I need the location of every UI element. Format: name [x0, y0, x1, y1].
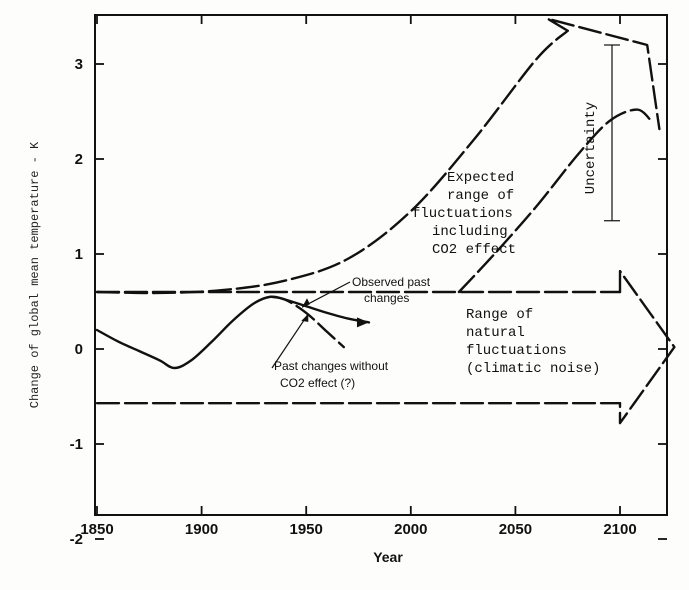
uncertainty-label: Uncertainty: [583, 102, 599, 194]
y-tick-label-1: 1: [75, 246, 83, 263]
x-tick-label-1900: 1900: [185, 521, 218, 538]
observed-leader-line: [301, 281, 351, 308]
observed-past-changes-line: [95, 295, 371, 370]
x-tick-label-2050: 2050: [499, 521, 532, 538]
x-axis-label: Year: [373, 549, 403, 565]
without-line-2: CO2 effect (?): [280, 376, 355, 390]
expected-line-4: including: [432, 224, 508, 240]
expected-lower-line: [457, 108, 653, 294]
observed-leader-tip: [302, 298, 311, 308]
y-tick-label-0: 0: [75, 341, 83, 358]
overlay-layer: [271, 17, 676, 425]
natural-line-4: (climatic noise): [466, 361, 600, 377]
x-tick-label-1850: 1850: [80, 521, 113, 538]
natural-line-1: Range of: [466, 307, 533, 323]
observed-line-1: Observed past: [352, 275, 431, 289]
x-tick-label-2100: 2100: [603, 521, 636, 538]
x-tick-label-1950: 1950: [290, 521, 323, 538]
natural-range-arrowhead: [618, 269, 676, 425]
x-tick-label-2000: 2000: [394, 521, 427, 538]
natural-line-2: natural: [466, 325, 525, 341]
without-leader-tip: [301, 313, 309, 322]
without-co2-annotation: Past changes without CO2 effect (?): [274, 359, 391, 390]
without-leader-line: [271, 313, 309, 369]
expected-line-3: fluctuations: [412, 206, 513, 222]
frame-layer: [94, 14, 668, 516]
without-line-1: Past changes without: [274, 359, 389, 373]
y-axis-label: Change of global mean temperature - K: [28, 141, 42, 408]
y-tick-label-2: 2: [75, 151, 83, 168]
expected-line-5: CO2 effect: [432, 242, 516, 258]
expected-line-1: Expected: [447, 170, 514, 186]
y-tick-label-3: 3: [75, 56, 83, 73]
ticks-layer: 1850 1900 1950 2000 2050 2100 -2 -1 0 1 2 3: [70, 15, 667, 548]
expected-annotation: Expected range of fluctuations including…: [412, 170, 523, 258]
plot-frame: [94, 14, 668, 516]
observed-line-2: changes: [364, 291, 409, 305]
natural-line-3: fluctuations: [466, 343, 567, 359]
expected-range-arrowhead: [546, 17, 661, 131]
expected-line-2: range of: [447, 188, 514, 204]
observed-annotation: Observed past changes: [352, 275, 433, 305]
observed-arrow-tip: [356, 317, 369, 328]
natural-annotation: Range of natural fluctuations (climatic …: [466, 307, 600, 377]
without-co2-line: [269, 295, 346, 349]
series-layer: [95, 29, 653, 405]
y-tick-label--1: -1: [70, 436, 83, 453]
y-tick-label--2: -2: [70, 531, 83, 548]
